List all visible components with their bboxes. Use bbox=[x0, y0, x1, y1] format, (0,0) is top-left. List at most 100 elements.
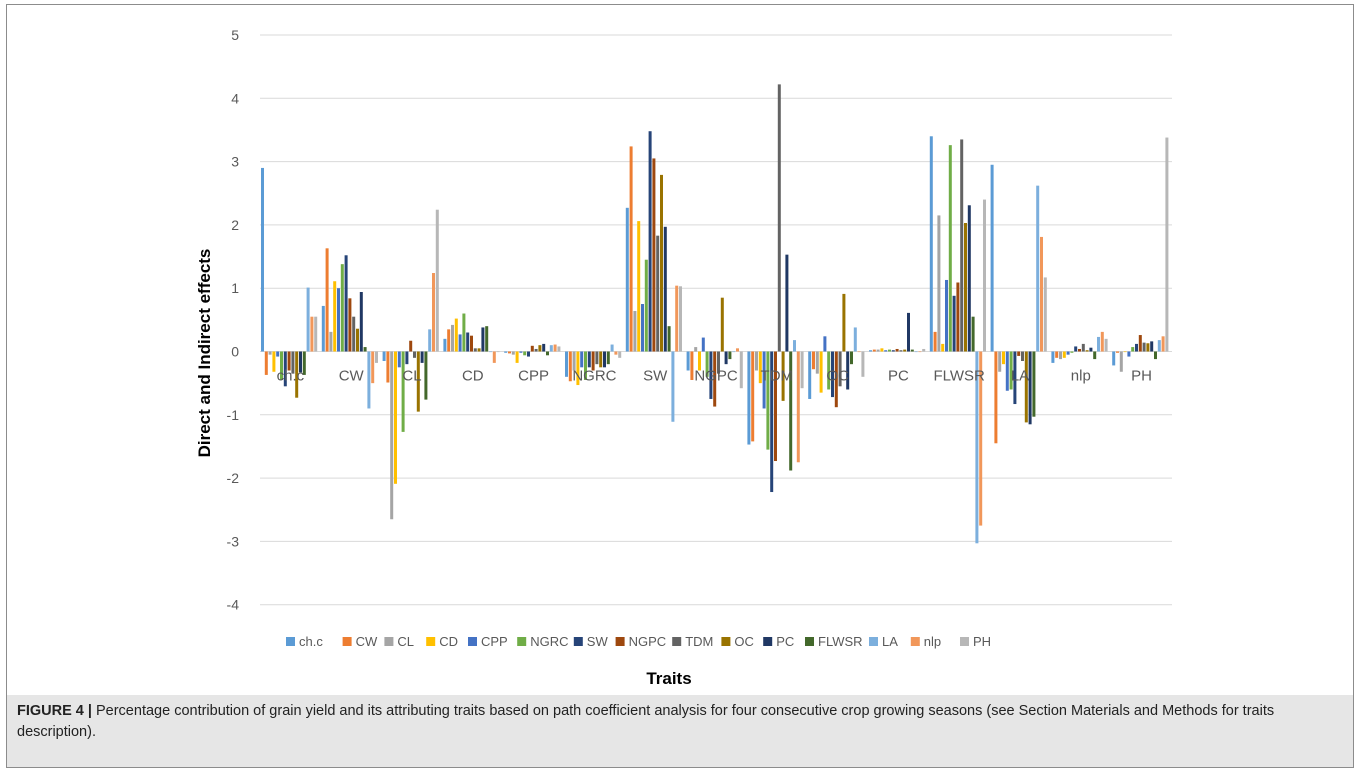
bar-CW-OC bbox=[812, 351, 815, 370]
bar-LA-ch.c bbox=[306, 287, 310, 352]
bar-PC-CPP bbox=[542, 343, 546, 352]
bar-ch.c-TDM bbox=[747, 351, 751, 445]
bar-SW-LA bbox=[1013, 351, 1017, 405]
bar-PC-CL bbox=[420, 351, 424, 363]
bar-CPP-SW bbox=[641, 304, 644, 352]
bar-TDM-ch.c bbox=[291, 351, 295, 374]
bar-CW-NGRC bbox=[568, 351, 572, 382]
x-category-label: PH bbox=[1131, 368, 1152, 385]
bar-TDM-nlp bbox=[1081, 343, 1085, 352]
x-category-label: CPP bbox=[518, 368, 549, 385]
bar-CL-OC bbox=[815, 351, 819, 374]
legend-swatch-PC bbox=[763, 637, 773, 646]
bar-PC-NGRC bbox=[603, 351, 606, 368]
y-tick-label: -4 bbox=[227, 597, 240, 613]
bar-LA-NGPC bbox=[732, 351, 736, 353]
bar-PH-NGRC bbox=[618, 351, 622, 358]
legend-swatch-SW bbox=[573, 637, 583, 646]
y-tick-label: 0 bbox=[231, 344, 239, 360]
legend-label-CL: CL bbox=[397, 634, 414, 649]
bar-CL-FLWSR bbox=[937, 215, 941, 352]
bar-nlp-CL bbox=[432, 273, 435, 352]
bar-CW-nlp bbox=[1055, 351, 1059, 358]
bar-CW-TDM bbox=[751, 351, 755, 442]
bar-CW-CL bbox=[386, 351, 390, 383]
bar-NGPC-nlp bbox=[1078, 348, 1081, 352]
bar-CL-nlp bbox=[1059, 351, 1062, 360]
bar-ch.c-OC bbox=[808, 351, 812, 399]
bar-CD-CW bbox=[333, 281, 337, 352]
bar-SW-PH bbox=[1135, 343, 1138, 352]
bar-LA-CPP bbox=[549, 345, 553, 352]
bar-CD-NGPC bbox=[698, 351, 701, 371]
bar-CW-CD bbox=[447, 329, 451, 352]
bar-nlp-LA bbox=[1040, 236, 1043, 352]
legend-swatch-CW bbox=[342, 637, 352, 646]
legend-swatch-PH bbox=[960, 637, 969, 646]
y-tick-label: 3 bbox=[231, 154, 239, 170]
caption-label: FIGURE 4 | bbox=[17, 703, 92, 719]
bar-OC-ch.c bbox=[295, 351, 299, 398]
x-category-label: NGRC bbox=[572, 368, 616, 385]
bar-NGRC-LA bbox=[1009, 351, 1013, 390]
bar-CD-TDM bbox=[758, 351, 762, 384]
bar-nlp-TDM bbox=[796, 351, 800, 463]
x-category-label: NGPC bbox=[694, 368, 738, 385]
bar-OC-OC bbox=[842, 293, 846, 352]
bar-NGPC-CW bbox=[348, 298, 352, 352]
bar-NGPC-NGRC bbox=[591, 351, 595, 371]
bar-NGPC-TDM bbox=[774, 351, 777, 462]
bar-CL-NGRC bbox=[572, 351, 576, 371]
bar-nlp-CW bbox=[371, 351, 375, 384]
bars bbox=[261, 84, 1169, 544]
bar-NGPC-CPP bbox=[530, 345, 534, 352]
bar-FLWSR-PC bbox=[910, 349, 914, 352]
bar-nlp-PH bbox=[1161, 336, 1165, 352]
bar-NGRC-nlp bbox=[1070, 351, 1074, 353]
bar-ch.c-FLWSR bbox=[929, 136, 933, 352]
bar-CPP-TDM bbox=[762, 351, 766, 409]
bar-CL-ch.c bbox=[268, 351, 272, 355]
bar-OC-CL bbox=[416, 351, 420, 412]
bar-NGRC-PH bbox=[1131, 347, 1135, 352]
bar-TDM-NGRC bbox=[595, 351, 599, 365]
x-axis-title: Traits bbox=[646, 669, 691, 688]
legend-label-OC: OC bbox=[734, 634, 754, 649]
bar-OC-PC bbox=[903, 349, 907, 352]
bar-TDM-CL bbox=[413, 351, 416, 358]
bar-ch.c-CW bbox=[321, 305, 325, 352]
bar-CPP-PH bbox=[1127, 351, 1131, 357]
bar-LA-PH bbox=[1157, 340, 1161, 352]
bar-PH-CL bbox=[435, 209, 439, 352]
x-category-label: TDM bbox=[761, 368, 794, 385]
bar-TDM-SW bbox=[656, 235, 660, 352]
figure-caption: FIGURE 4 | Percentage contribution of gr… bbox=[7, 695, 1353, 767]
bar-CPP-FLWSR bbox=[945, 279, 948, 352]
bar-LA-LA bbox=[1036, 185, 1040, 352]
bar-CL-CW bbox=[329, 331, 333, 352]
y-tick-label: 5 bbox=[231, 27, 239, 43]
bar-CD-LA bbox=[1002, 351, 1005, 365]
bar-SW-SW bbox=[648, 131, 652, 352]
bar-FLWSR-nlp bbox=[1093, 351, 1097, 360]
bar-TDM-CPP bbox=[534, 348, 538, 352]
legend-swatch-NGRC bbox=[517, 637, 527, 646]
bar-NGRC-FLWSR bbox=[948, 145, 952, 352]
bar-CD-CPP bbox=[515, 351, 519, 363]
bar-ch.c-nlp bbox=[1051, 351, 1055, 363]
bar-OC-PH bbox=[1146, 343, 1150, 352]
gridlines bbox=[260, 34, 1172, 606]
legend-swatch-OC bbox=[721, 637, 731, 646]
bar-CPP-LA bbox=[1005, 351, 1009, 391]
bar-NGRC-CPP bbox=[523, 351, 527, 356]
bar-CD-CD bbox=[454, 318, 458, 352]
x-category-label: CD bbox=[462, 368, 484, 385]
x-category-label: PC bbox=[888, 368, 909, 385]
bar-SW-CL bbox=[405, 351, 409, 365]
bar-PH-CW bbox=[375, 351, 378, 363]
bar-CL-PC bbox=[876, 349, 880, 352]
bar-SW-OC bbox=[831, 351, 834, 398]
y-axis-tick-labels: -4 -3 -2 -1 0 1 2 3 4 5 bbox=[227, 27, 240, 613]
bar-ch.c-PC bbox=[869, 350, 872, 352]
y-tick-label: 4 bbox=[231, 90, 239, 106]
